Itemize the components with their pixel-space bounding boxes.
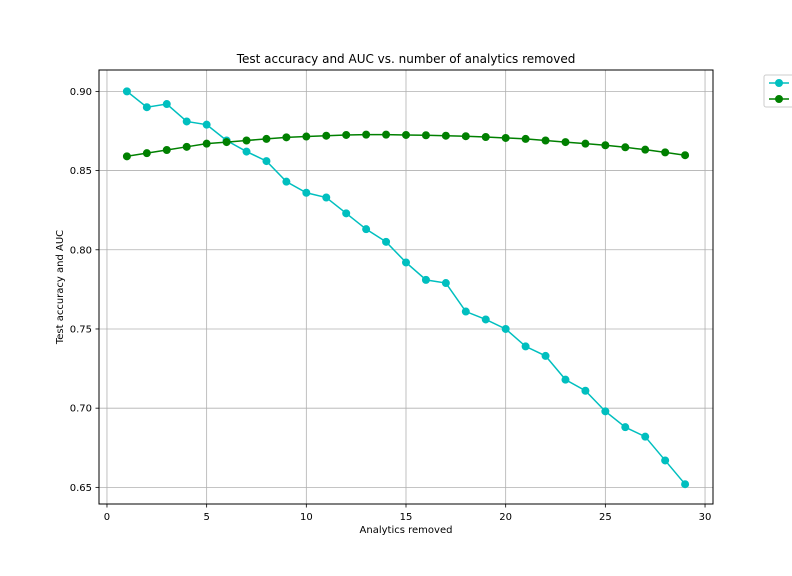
series-1-point — [182, 117, 191, 126]
y-tick-label: 0.65 — [70, 483, 92, 494]
series-1-point — [162, 100, 171, 109]
x-tick-label: 30 — [699, 512, 712, 523]
series-2-point — [162, 145, 171, 154]
series-2-point — [661, 148, 670, 157]
x-tick-label: 25 — [599, 512, 612, 523]
series-1-point — [362, 225, 371, 234]
series-1-point — [641, 432, 650, 441]
series-1-point — [581, 386, 590, 395]
legend-item-2 — [769, 95, 789, 103]
series-1-point — [242, 147, 251, 156]
series-1-point — [302, 188, 311, 197]
legend — [763, 74, 792, 108]
x-tick-label: 20 — [499, 512, 512, 523]
series-1-point — [521, 342, 530, 351]
series-1-point — [661, 456, 670, 465]
series-2-point — [641, 145, 650, 154]
series-1-point — [601, 407, 610, 416]
series-2-point — [521, 134, 530, 143]
series-2-point — [681, 151, 690, 160]
series-1-point — [402, 258, 410, 267]
series-2-point — [142, 149, 151, 158]
series-2-point — [242, 136, 251, 145]
series-2-point — [501, 133, 510, 142]
axis-ticks: 0 5 10 15 20 25 30 0.65 0.70 0.75 0.80 0.85 0.90 — [70, 87, 712, 523]
series-1-point — [322, 193, 331, 202]
x-tick-label: 15 — [400, 512, 413, 523]
series-2-point — [481, 133, 490, 142]
y-tick-label: 0.85 — [70, 166, 92, 177]
series-2-point — [581, 139, 590, 148]
chart-title: Test accuracy and AUC vs. number of anal… — [236, 52, 576, 66]
series-1-point — [541, 351, 550, 360]
series-group — [122, 87, 690, 489]
series-2-point — [441, 131, 450, 140]
series-1-point — [142, 103, 151, 112]
series-1-point — [441, 279, 450, 288]
series-1-point — [561, 375, 570, 384]
y-axis-label: Test accuracy and AUC — [55, 230, 66, 345]
x-tick-label: 10 — [300, 512, 313, 523]
x-axis-label: Analytics removed — [360, 525, 453, 536]
series-1-point — [481, 315, 490, 324]
series-2-point — [322, 131, 331, 140]
series-2-point — [601, 141, 610, 150]
legend-marker — [775, 95, 783, 103]
y-tick-label: 0.70 — [70, 404, 92, 415]
series-1-point — [421, 275, 430, 284]
series-1-point — [282, 177, 291, 186]
series-1-point — [262, 157, 271, 166]
series-2-point — [561, 138, 570, 147]
series-2-point — [621, 143, 630, 152]
series-2 — [122, 130, 690, 161]
legend-item-1 — [769, 79, 789, 87]
series-2-point — [541, 136, 550, 145]
series-2-point — [402, 130, 410, 139]
series-1-point — [681, 480, 690, 489]
series-2-point — [182, 142, 191, 151]
legend-marker — [775, 79, 783, 87]
series-2-point — [282, 133, 291, 142]
series-2-point — [342, 130, 351, 139]
series-1-point — [461, 307, 470, 316]
series-2-point — [122, 152, 131, 161]
series-1-point — [122, 87, 131, 96]
series-2-point — [262, 134, 271, 143]
x-tick-label: 0 — [104, 512, 110, 523]
series-2-point — [202, 139, 211, 148]
x-tick-label: 5 — [203, 512, 209, 523]
series-1-point — [501, 324, 510, 333]
series-1-point — [382, 237, 391, 246]
series-2-point — [421, 131, 430, 140]
series-1-point — [342, 209, 351, 218]
y-tick-label: 0.80 — [70, 245, 92, 256]
series-2-point — [302, 132, 311, 141]
series-1 — [122, 87, 690, 489]
series-1-point — [621, 423, 630, 432]
series-2-point — [222, 138, 231, 147]
series-1-point — [202, 120, 211, 129]
series-2-point — [461, 132, 470, 141]
y-tick-label: 0.75 — [70, 324, 92, 335]
y-tick-label: 0.90 — [70, 87, 92, 98]
series-2-point — [362, 130, 371, 139]
series-2-point — [382, 130, 391, 139]
